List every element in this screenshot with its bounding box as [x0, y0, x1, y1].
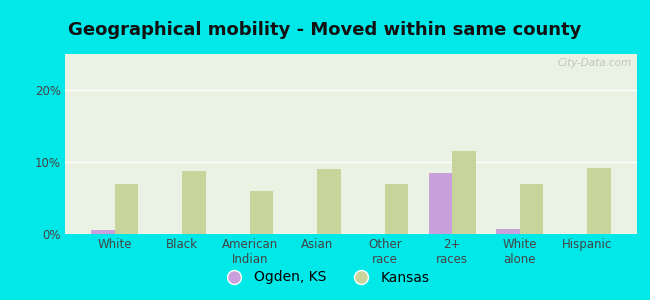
- Bar: [520, 184, 543, 234]
- Legend: Ogden, KS, Kansas: Ogden, KS, Kansas: [215, 265, 435, 290]
- Bar: [385, 184, 408, 234]
- Bar: [428, 173, 452, 234]
- Bar: [588, 168, 611, 234]
- Text: City-Data.com: City-Data.com: [557, 58, 631, 68]
- Bar: [182, 171, 206, 234]
- Bar: [250, 191, 274, 234]
- Bar: [114, 184, 138, 234]
- Text: Geographical mobility - Moved within same county: Geographical mobility - Moved within sam…: [68, 21, 582, 39]
- Bar: [317, 169, 341, 234]
- Bar: [91, 230, 114, 234]
- Bar: [496, 229, 520, 234]
- Bar: [452, 151, 476, 234]
